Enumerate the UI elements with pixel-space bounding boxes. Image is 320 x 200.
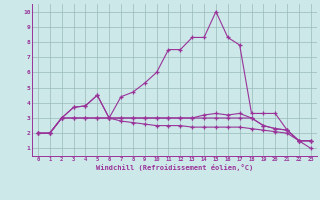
X-axis label: Windchill (Refroidissement éolien,°C): Windchill (Refroidissement éolien,°C) [96, 164, 253, 171]
